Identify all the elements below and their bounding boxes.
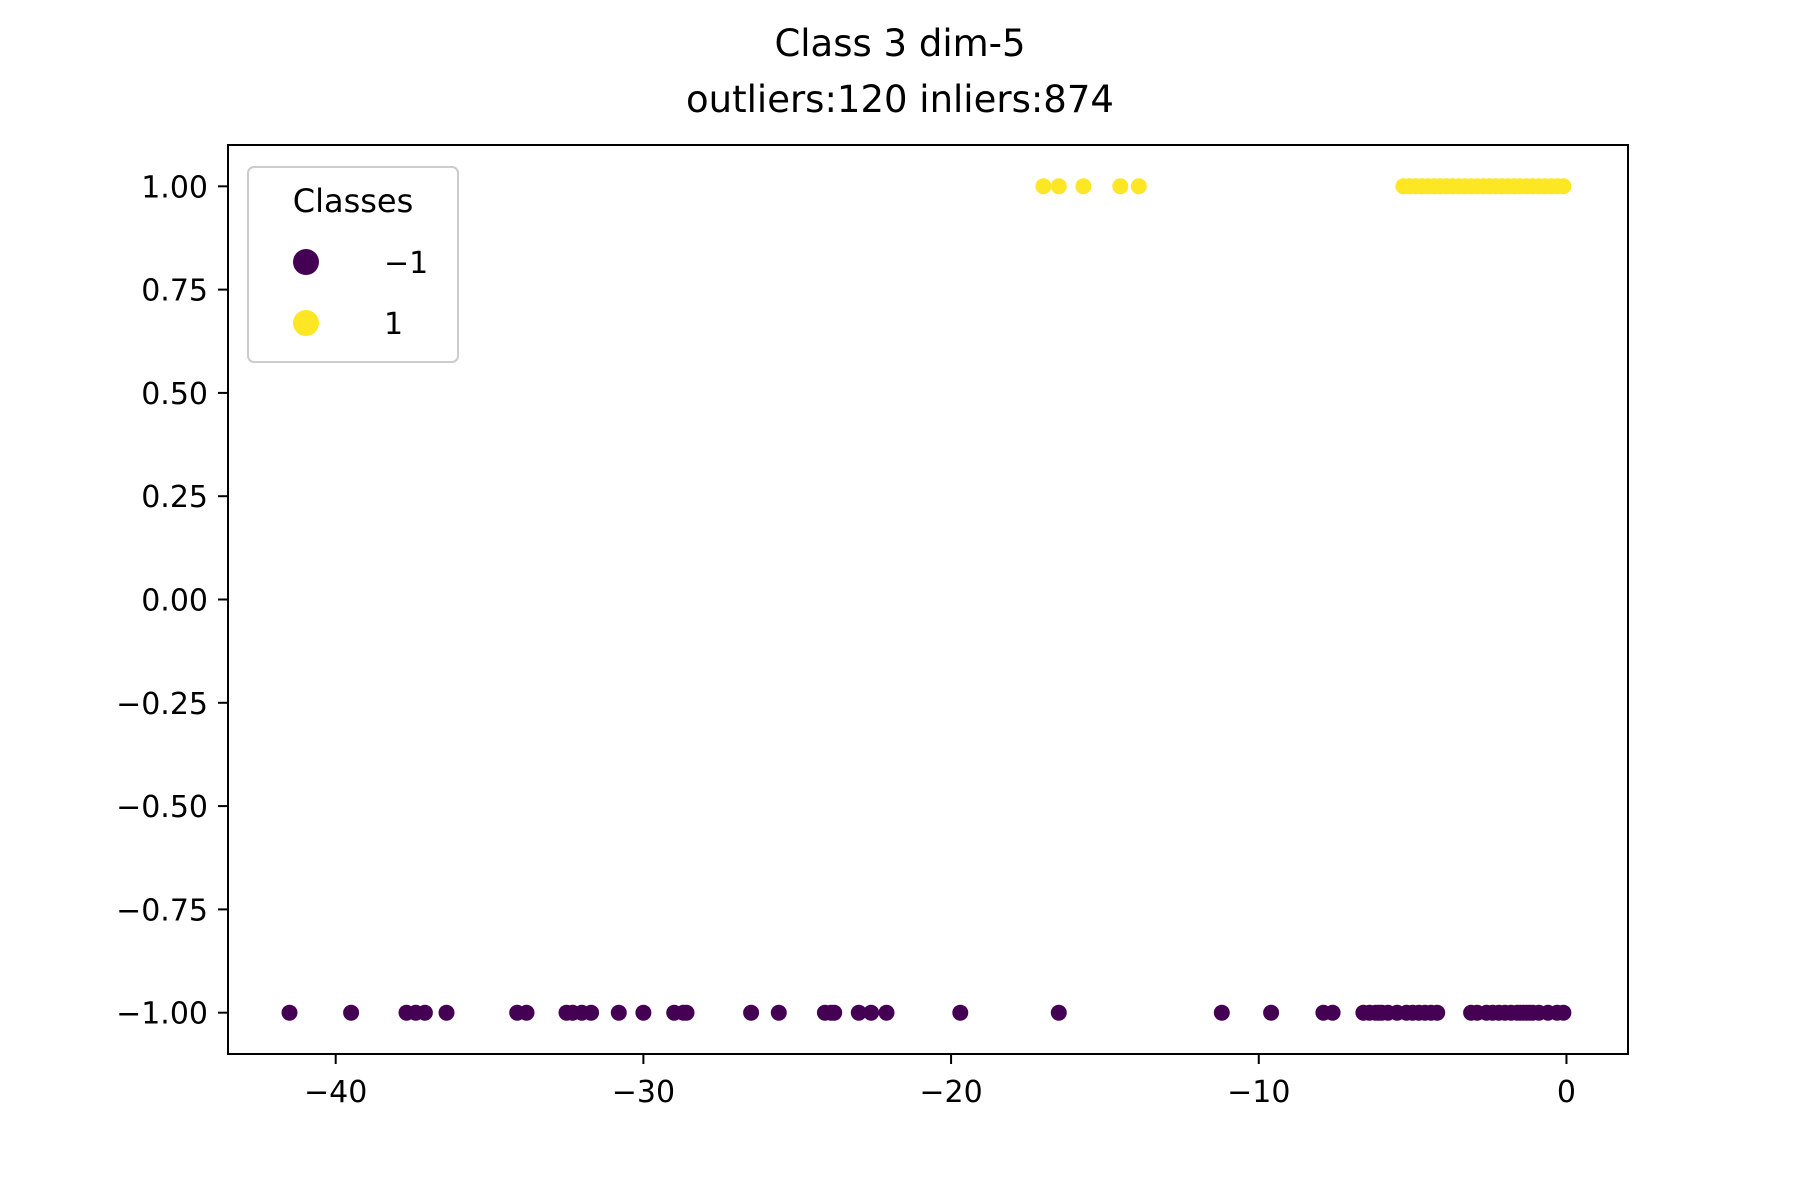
points-layer: [281, 178, 1572, 1021]
data-point-class-neg1: [518, 1004, 535, 1021]
data-point-class-neg1: [743, 1004, 760, 1021]
y-tick-label: 0.00: [141, 584, 208, 619]
y-tick-label: 0.50: [141, 377, 208, 412]
x-tick-label: −10: [1227, 1075, 1290, 1110]
data-point-class-neg1: [416, 1004, 433, 1021]
data-point-class-neg1: [281, 1004, 298, 1021]
data-point-class-neg1: [1555, 1004, 1572, 1021]
data-point-class-neg1: [863, 1004, 880, 1021]
legend-marker-pos1: [293, 310, 319, 336]
data-point-class-pos1: [1130, 178, 1147, 195]
y-tick-label: −0.25: [116, 687, 208, 722]
x-tick-label: −40: [304, 1075, 367, 1110]
x-axis: −40 −30 −20 −10 0: [304, 1054, 1576, 1110]
x-tick-label: −20: [919, 1075, 982, 1110]
data-point-class-neg1: [1429, 1004, 1446, 1021]
data-point-class-neg1: [850, 1004, 867, 1021]
y-tick-label: 1.00: [141, 170, 208, 205]
data-point-class-neg1: [343, 1004, 360, 1021]
data-point-class-neg1: [610, 1004, 627, 1021]
chart-title: Class 3 dim-5: [774, 22, 1026, 65]
data-point-class-neg1: [770, 1004, 787, 1021]
data-point-class-neg1: [678, 1004, 695, 1021]
data-point-class-pos1: [1112, 178, 1129, 195]
y-tick-label: −0.50: [116, 790, 208, 825]
legend: Classes −1 1: [247, 166, 459, 363]
legend-marker-neg1: [293, 249, 319, 275]
y-tick-label: 0.25: [141, 480, 208, 515]
legend-title: Classes: [293, 182, 414, 220]
data-point-class-neg1: [1213, 1004, 1230, 1021]
legend-label-pos1: 1: [384, 307, 403, 342]
data-point-class-pos1: [1035, 178, 1052, 195]
x-tick-label: −30: [612, 1075, 675, 1110]
data-point-class-pos1: [1555, 178, 1572, 195]
data-point-class-neg1: [1324, 1004, 1341, 1021]
data-point-class-neg1: [635, 1004, 652, 1021]
data-point-class-neg1: [1050, 1004, 1067, 1021]
data-point-class-neg1: [438, 1004, 455, 1021]
y-tick-label: −0.75: [116, 893, 208, 928]
data-point-class-neg1: [952, 1004, 969, 1021]
data-point-class-neg1: [583, 1004, 600, 1021]
y-tick-label: 0.75: [141, 274, 208, 309]
data-point-class-pos1: [1075, 178, 1092, 195]
data-point-class-neg1: [826, 1004, 843, 1021]
data-point-class-pos1: [1050, 178, 1067, 195]
y-tick-label: −1.00: [116, 997, 208, 1032]
y-axis: 1.00 0.75 0.50 0.25 0.00 −0.25 −0.50 −0.75 −1.00: [116, 170, 228, 1032]
legend-label-neg1: −1: [384, 246, 428, 281]
data-point-class-neg1: [878, 1004, 895, 1021]
data-point-class-neg1: [1263, 1004, 1280, 1021]
chart-subtitle: outliers:120 inliers:874: [686, 78, 1114, 121]
x-tick-label: 0: [1557, 1075, 1576, 1110]
